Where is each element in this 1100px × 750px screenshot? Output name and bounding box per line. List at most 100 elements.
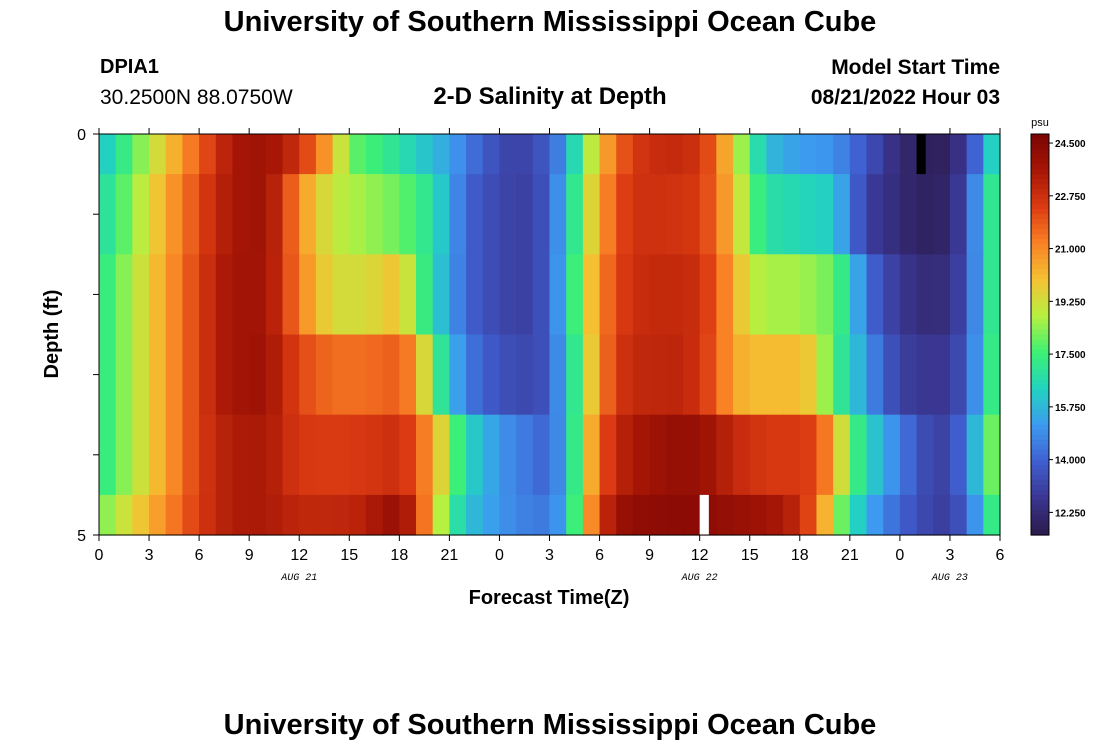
colorbar-segment [1031,454,1049,461]
heatmap-cell [716,134,734,175]
heatmap-cell [599,414,617,496]
heatmap-cell [382,414,400,496]
heatmap-cell [883,494,901,536]
x-axis-label: Forecast Time(Z) [469,587,630,609]
heatmap-cell [466,134,484,175]
colorbar-segment [1031,229,1049,235]
heatmap-cell [616,254,634,336]
heatmap-cell [966,334,984,416]
date-label: AUG 23 [931,573,968,584]
heatmap-cell [432,334,450,416]
x-tick-label: 3 [945,547,954,564]
heatmap-cell [582,414,601,496]
colorbar-tick-label: 19.250 [1055,297,1086,308]
heatmap-cell [365,174,384,255]
x-tick-label: 0 [95,547,104,564]
colorbar-segment [1031,379,1049,386]
colorbar-segment [1031,399,1049,406]
colorbar-tick-label: 14.000 [1055,456,1086,467]
heatmap-cell [282,254,300,336]
colorbar-segment [1031,324,1049,331]
heatmap-cell [766,414,784,496]
colorbar-segment [1031,194,1049,200]
heatmap-cell [699,414,717,496]
heatmap-cell [182,414,200,496]
heatmap-cell [833,494,851,536]
heatmap-cell [916,414,934,496]
colorbar-segment [1031,269,1049,275]
heatmap-cell [399,174,417,255]
model-start-label: Model Start Time [831,56,1000,79]
heatmap-cell [99,494,117,536]
heatmap-cell [432,494,450,536]
heatmap-cell [799,174,818,255]
heatmap-cell [966,134,984,175]
heatmap-cell [315,494,334,536]
heatmap-cell [549,254,567,336]
heatmap-cell [499,334,517,416]
heatmap-cell [716,494,734,536]
y-tick-label: 5 [77,528,86,545]
heatmap-cell [516,134,534,175]
heatmap-cell [949,134,968,175]
heatmap-cell [149,414,167,496]
colorbar-segment [1031,214,1049,220]
heatmap-cell [566,254,584,336]
heatmap-cell [549,174,567,255]
heatmap-cell [582,254,601,336]
heatmap-cell [766,254,784,336]
heatmap-cell [299,494,317,536]
heatmap-cell [165,494,184,536]
colorbar-segment [1031,179,1049,185]
heatmap-cell [132,134,150,175]
colorbar-segment [1031,284,1049,290]
heatmap-cell [532,134,551,175]
colorbar-segment [1031,484,1049,491]
heatmap-cell [649,494,667,536]
heatmap-cell [599,494,617,536]
heatmap-cell [916,334,934,416]
x-tick-label: 21 [841,547,859,564]
heatmap-cell [549,494,567,536]
heatmap-cell [499,494,517,536]
heatmap-cell [299,414,317,496]
heatmap-cell [165,414,184,496]
heatmap-cell [99,174,117,255]
colorbar-segment [1031,144,1049,150]
heatmap-cell [916,254,934,336]
heatmap-cell [966,414,984,496]
heatmap-cell [716,174,734,255]
heatmap-cell [783,494,801,536]
heatmap-cell [149,254,167,336]
heatmap-cell [466,254,484,336]
heatmap-cell [265,254,284,336]
heatmap-cell [282,134,300,175]
heatmap-cell [349,494,367,536]
heatmap-cell [599,254,617,336]
x-tick-label: 0 [895,547,904,564]
colorbar-segment [1031,294,1049,301]
heatmap-cell [416,414,434,496]
heatmap-cell [232,334,250,416]
heatmap-cell [582,494,601,536]
heatmap-cell [949,414,968,496]
heatmap-cell [99,134,117,175]
heatmap-cell [482,254,501,336]
x-tick-label: 12 [290,547,308,564]
colorbar-segment [1031,254,1049,260]
heatmap-cell [766,134,784,175]
heatmap-cell [449,174,467,255]
missing-cells [699,134,926,535]
colorbar-segment [1031,279,1049,285]
heatmap-cell [699,334,717,416]
heatmap-cell [666,174,684,255]
heatmap-cell [566,414,584,496]
heatmap-cell [682,134,701,175]
heatmap-cell [666,334,684,416]
colorbar-segment [1031,459,1049,466]
heatmap-cell [315,254,334,336]
heatmap-cell [315,334,334,416]
heatmap-cell [282,494,300,536]
colorbar-segment [1031,154,1049,160]
heatmap-cell [99,334,117,416]
